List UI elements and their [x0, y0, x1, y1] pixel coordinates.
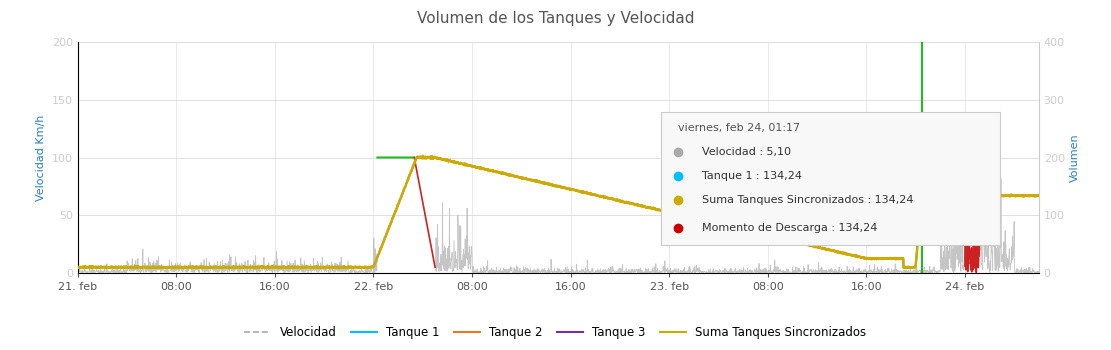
Legend: Velocidad, Tanque 1, Tanque 2, Tanque 3, Suma Tanques Sincronizados: Velocidad, Tanque 1, Tanque 2, Tanque 3,…: [240, 322, 871, 344]
Y-axis label: Velocidad Km/h: Velocidad Km/h: [37, 114, 47, 201]
Text: Volumen de los Tanques y Velocidad: Volumen de los Tanques y Velocidad: [417, 10, 694, 26]
Text: viernes, feb 24, 01:17: viernes, feb 24, 01:17: [678, 122, 800, 133]
Y-axis label: Volumen: Volumen: [1070, 133, 1080, 182]
Text: Suma Tanques Sincronizados : 134,24: Suma Tanques Sincronizados : 134,24: [702, 195, 913, 205]
Text: Momento de Descarga : 134,24: Momento de Descarga : 134,24: [702, 223, 877, 233]
Text: Velocidad : 5,10: Velocidad : 5,10: [702, 147, 791, 157]
Text: Tanque 1 : 134,24: Tanque 1 : 134,24: [702, 171, 802, 181]
